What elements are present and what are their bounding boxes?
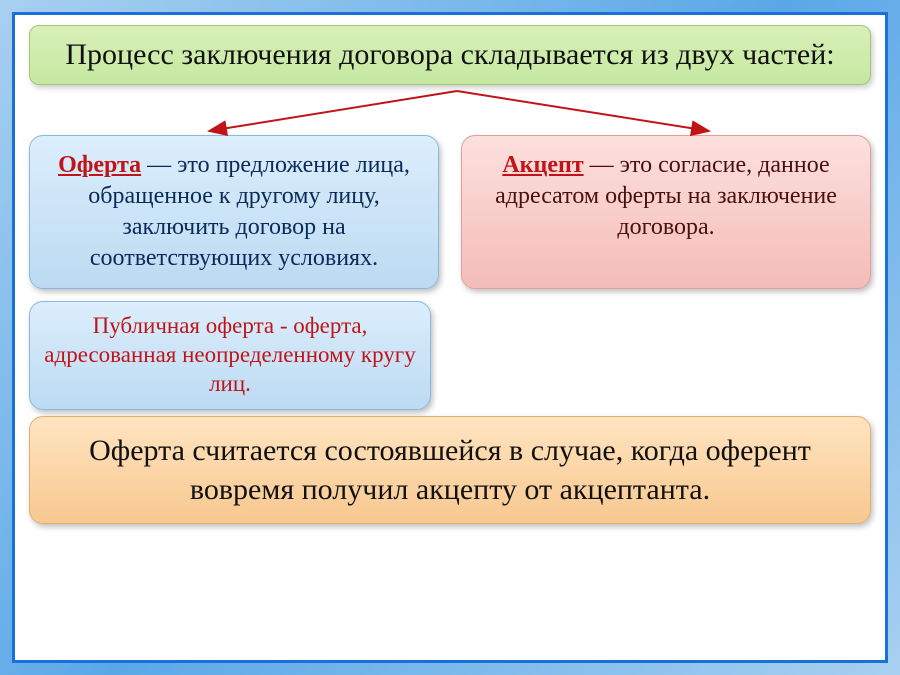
public-oferta-text: Публичная оферта - оферта, адресованная … — [44, 313, 415, 396]
arrow-connector — [29, 89, 871, 137]
arrow-left — [209, 91, 457, 131]
oferta-term: Оферта — [58, 152, 141, 178]
arrows-svg — [29, 89, 877, 137]
title-text: Процесс заключения договора складывается… — [65, 38, 834, 71]
cards-row: Оферта — это предложение лица, обращенно… — [29, 135, 871, 290]
bottom-text: Оферта считается состоявшейся в случае, … — [89, 434, 811, 506]
oferta-card: Оферта — это предложение лица, обращенно… — [29, 135, 439, 290]
akcept-card: Акцепт — это согласие, данное адресатом … — [461, 135, 871, 290]
bottom-box: Оферта считается состоявшейся в случае, … — [29, 416, 871, 524]
title-box: Процесс заключения договора складывается… — [29, 25, 871, 85]
slide-frame: Процесс заключения договора складывается… — [12, 12, 888, 663]
akcept-term: Акцепт — [502, 152, 583, 178]
public-oferta-card: Публичная оферта - оферта, адресованная … — [29, 301, 431, 409]
arrow-right — [457, 91, 709, 131]
